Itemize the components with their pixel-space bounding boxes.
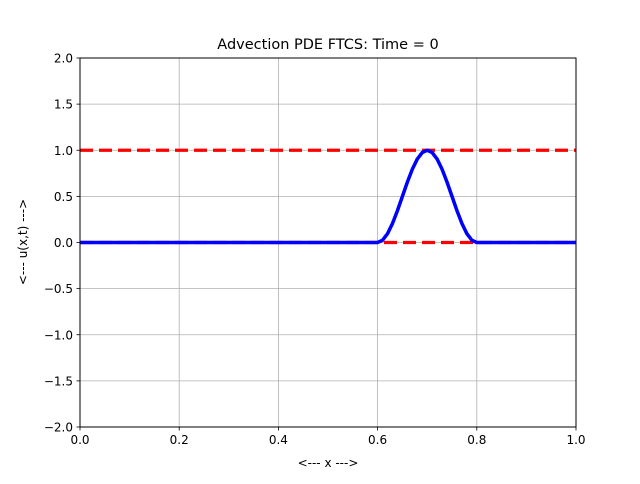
series-group (80, 148, 576, 245)
x-ticks: 0.0 0.2 0.4 0.6 0.8 1.0 (70, 427, 586, 447)
y-tick-label: −1.0 (44, 328, 73, 342)
y-tick-label: −0.5 (44, 282, 73, 296)
x-tick-label: 0.6 (368, 433, 387, 447)
y-tick-label: −2.0 (44, 421, 73, 435)
chart-title: Advection PDE FTCS: Time = 0 (217, 37, 438, 53)
y-tick-label: 0.0 (54, 236, 73, 250)
x-tick-label: 0.4 (269, 433, 288, 447)
x-axis-label: <--- x ---> (298, 456, 359, 470)
x-tick-label: 0.0 (70, 433, 89, 447)
x-tick-label: 0.2 (170, 433, 189, 447)
y-ticks: −2.0 −1.5 −1.0 −0.5 0.0 0.5 1.0 1.5 2.0 (44, 52, 80, 435)
y-tick-label: −1.5 (44, 374, 73, 388)
y-tick-label: 1.0 (54, 144, 73, 158)
y-axis-label: <--- u(x,t) ---> (16, 199, 30, 285)
y-tick-label: 0.5 (54, 190, 73, 204)
x-tick-label: 0.8 (467, 433, 486, 447)
y-tick-label: 1.5 (54, 98, 73, 112)
x-tick-label: 1.0 (566, 433, 585, 447)
y-tick-label: 2.0 (54, 52, 73, 66)
series-u (80, 148, 576, 245)
